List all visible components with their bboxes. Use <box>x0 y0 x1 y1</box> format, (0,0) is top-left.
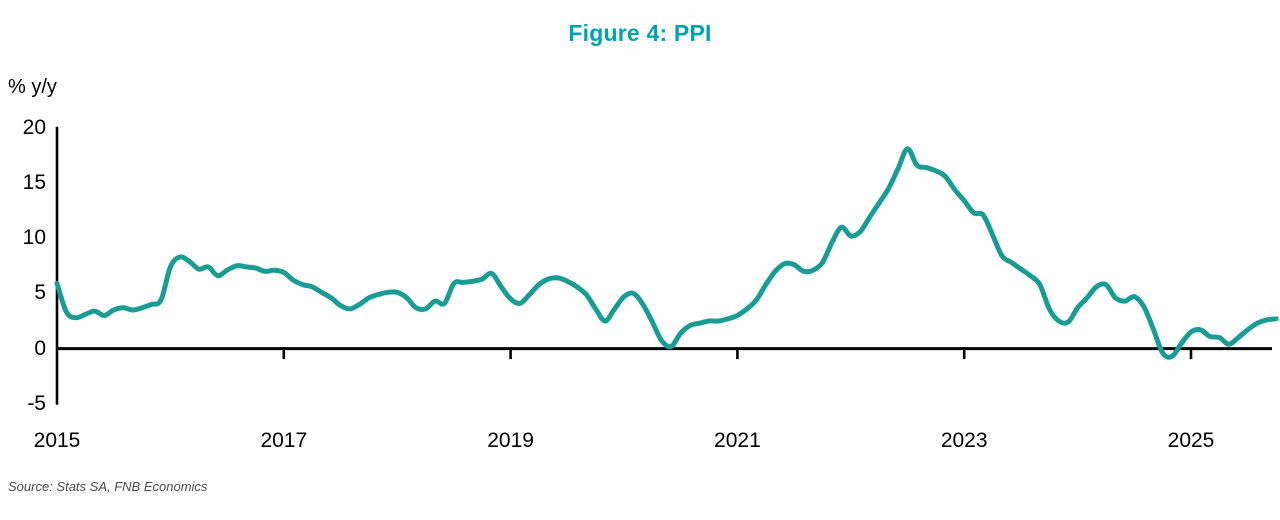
x-tick-label-2019: 2019 <box>487 429 534 452</box>
y-tick-label-0: 0 <box>34 336 46 360</box>
ppi-series-line <box>54 146 1279 360</box>
y-tick-label-5: 5 <box>34 281 46 305</box>
chart-title: Figure 4: PPI <box>568 20 712 46</box>
x-tick-label-2023: 2023 <box>940 429 988 452</box>
x-tick-label-2025: 2025 <box>1167 429 1215 452</box>
y-axis-unit-label: % y/y <box>8 76 57 98</box>
y-tick-label-20: 20 <box>22 115 46 139</box>
x-tick-label-2015: 2015 <box>33 429 81 452</box>
y-tick-label-15: 15 <box>22 171 46 194</box>
x-tick-label-2017: 2017 <box>260 429 308 452</box>
source-note: Source: Stats SA, FNB Economics <box>8 479 208 494</box>
x-tick-label-2021: 2021 <box>714 429 761 452</box>
y-tick-label-10: 10 <box>22 226 46 250</box>
y-tick-label--5: -5 <box>27 391 46 415</box>
